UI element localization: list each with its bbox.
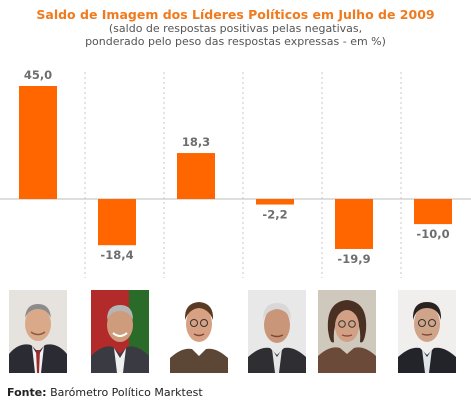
- portrait-photo-6: [398, 290, 456, 373]
- portrait-photo-1: [9, 290, 67, 373]
- value-label-2: -18,4: [100, 248, 133, 262]
- chart-subtitle-line-1: (saldo de respostas positivas pelas nega…: [108, 22, 363, 35]
- bar-5: [335, 199, 373, 249]
- value-label-3: 18,3: [182, 135, 210, 149]
- bar-3: [177, 153, 215, 199]
- chart-title: Saldo de Imagem dos Líderes Políticos em…: [36, 7, 435, 22]
- bar-4: [256, 199, 294, 205]
- source-text: Barómetro Político Marktest: [50, 386, 203, 399]
- value-label-1: 45,0: [24, 68, 52, 82]
- bar-1: [19, 86, 57, 199]
- value-label-5: -19,9: [337, 252, 370, 266]
- source-label: Fonte:: [7, 386, 47, 399]
- portrait-photo-5: [318, 290, 376, 373]
- value-label-4: -2,2: [262, 208, 287, 222]
- portrait-photo-2: [91, 290, 149, 373]
- source-note: Fonte: Barómetro Político Marktest: [7, 386, 203, 399]
- chart-header: Saldo de Imagem dos Líderes Políticos em…: [0, 7, 471, 48]
- bar-chart: 45,0 -18,4 18,3 -2,2 -19,9 -10,0: [0, 68, 471, 278]
- chart-subtitle-line-2: ponderado pelo peso das respostas expres…: [85, 35, 386, 48]
- leader-photos-row: [0, 288, 471, 378]
- value-label-6: -10,0: [416, 227, 449, 241]
- bar-6: [414, 199, 452, 225]
- portrait-photo-4: [248, 290, 306, 373]
- bar-2: [98, 199, 136, 246]
- portrait-photo-3: [170, 290, 228, 373]
